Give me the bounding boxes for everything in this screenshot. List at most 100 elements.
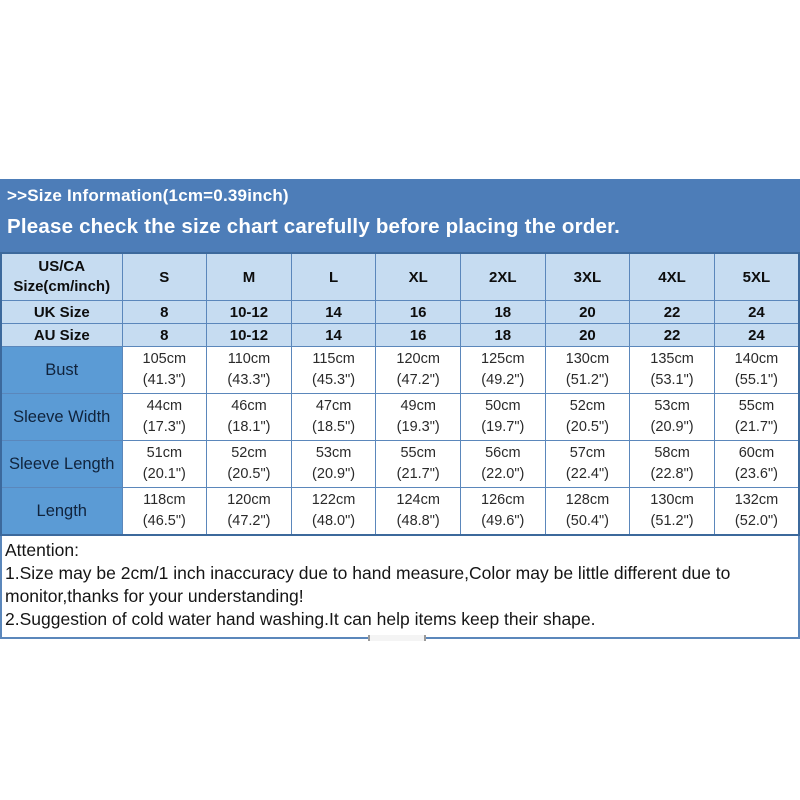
measurement-cell: 124cm (48.8")	[375, 487, 461, 536]
size-value-cell: 22	[629, 323, 715, 347]
attention-box: Attention: 1.Size may be 2cm/1 inch inac…	[0, 536, 800, 639]
attention-heading: Attention:	[5, 540, 79, 560]
cm-value: 122cm	[311, 492, 356, 508]
measurement-cell: 120cm (47.2")	[375, 346, 461, 394]
measurement-cell: 60cm (23.6")	[713, 440, 800, 488]
cm-value: 132cm	[734, 492, 779, 508]
measurement-cell: 135cm (53.1")	[629, 346, 715, 394]
measurement-cell: 53cm (20.9")	[290, 440, 377, 488]
cm-value: 130cm	[650, 492, 694, 508]
measurement-cell: 49cm (19.3")	[375, 393, 461, 441]
size-value-cell: 20	[544, 300, 631, 324]
size-value-cell: 20	[544, 323, 631, 347]
cm-value: 52cm	[569, 398, 606, 414]
cm-value: 130cm	[565, 351, 610, 367]
cm-value: 52cm	[231, 445, 267, 461]
size-value-cell: 24	[713, 300, 800, 324]
corner-header-cell: US/CA Size(cm/inch)	[0, 252, 123, 301]
inch-value: (20.9")	[650, 419, 694, 435]
measurement-cell: 52cm (20.5")	[544, 393, 631, 441]
size-value-cell: 24	[713, 323, 800, 347]
attention-note: 2.Suggestion of cold water hand washing.…	[5, 609, 596, 629]
row-label: Sleeve Length	[0, 440, 123, 488]
measurement-cell: 125cm (49.2")	[460, 346, 546, 394]
size-column-header: XL	[375, 252, 461, 301]
measurement-cell: 58cm (22.8")	[629, 440, 715, 488]
cm-value: 60cm	[738, 445, 775, 461]
cm-value: 46cm	[231, 398, 267, 414]
size-value-cell: 22	[629, 300, 715, 324]
inch-value: (45.3")	[312, 372, 356, 388]
measurement-cell: 55cm (21.7")	[375, 440, 461, 488]
cm-value: 53cm	[654, 398, 690, 414]
cm-value: 120cm	[396, 351, 440, 367]
measurement-cell: 47cm (18.5")	[290, 393, 377, 441]
cm-value: 135cm	[650, 351, 694, 367]
inch-value: (41.3")	[142, 372, 186, 388]
banner-subtitle: Please check the size chart carefully be…	[7, 215, 621, 238]
cm-value: 118cm	[143, 492, 186, 508]
cm-value: 56cm	[485, 445, 521, 461]
inch-value: (49.2")	[481, 372, 525, 388]
measurement-cell: 44cm (17.3")	[121, 393, 208, 441]
cm-value: 105cm	[142, 351, 187, 367]
inch-value: (18.1")	[227, 419, 271, 435]
inch-value: (52.0")	[734, 513, 778, 529]
cm-value: 47cm	[315, 398, 352, 414]
inch-value: (17.3")	[142, 419, 186, 435]
inch-value: (55.1")	[734, 372, 778, 388]
inch-value: (22.0")	[481, 466, 525, 482]
size-value-cell: 18	[460, 300, 546, 324]
inch-value: (51.2")	[650, 513, 694, 529]
measurement-cell: 115cm (45.3")	[290, 346, 377, 394]
measurement-cell: 56cm (22.0")	[460, 440, 546, 488]
cm-value: 110cm	[227, 351, 271, 367]
cm-value: 55cm	[400, 445, 436, 461]
measurement-cell: 130cm (51.2")	[629, 487, 715, 536]
size-value-cell: 10-12	[206, 323, 292, 347]
inch-value: (43.3")	[227, 372, 271, 388]
size-column-header: S	[121, 252, 208, 301]
measurement-cell: 46cm (18.1")	[206, 393, 292, 441]
row-label: Sleeve Width	[0, 393, 123, 441]
measurement-cell: 118cm (46.5")	[121, 487, 208, 536]
inch-value: (19.3")	[396, 419, 440, 435]
corner-line1: US/CA	[38, 258, 86, 275]
measurement-row: Bust 105cm (41.3") 110cm (43.3") 115cm (45.3")…	[0, 346, 800, 394]
size-value-cell: 8	[121, 323, 208, 347]
measurement-row: Sleeve Length 51cm (20.1") 52cm (20.5") 53cm (…	[0, 440, 800, 488]
inch-value: (48.0")	[312, 513, 356, 529]
cm-value: 128cm	[565, 492, 610, 508]
inch-value: (18.5")	[312, 419, 356, 435]
size-chart-sheet: >>Size Information(1cm=0.39inch) Please …	[0, 179, 800, 641]
inch-value: (22.4")	[565, 466, 609, 482]
measurement-cell: 57cm (22.4")	[544, 440, 631, 488]
size-value-cell: 10-12	[206, 300, 292, 324]
inch-value: (20.1")	[142, 466, 186, 482]
cm-value: 51cm	[146, 445, 183, 461]
size-table-header-row: US/CA Size(cm/inch) S M L XL 2XL 3XL 4XL 5XL	[0, 252, 800, 301]
cm-value: 124cm	[396, 492, 440, 508]
measurement-cell: 122cm (48.0")	[290, 487, 377, 536]
inch-value: (47.2")	[396, 372, 440, 388]
cm-value: 115cm	[312, 351, 355, 367]
size-column-header: 2XL	[460, 252, 546, 301]
cm-value: 126cm	[481, 492, 525, 508]
size-column-header: 5XL	[713, 252, 800, 301]
measurement-cell: 51cm (20.1")	[121, 440, 208, 488]
banner-title: >>Size Information(1cm=0.39inch)	[7, 186, 289, 205]
measurement-cell: 140cm (55.1")	[713, 346, 800, 394]
measurement-cell: 120cm (47.2")	[206, 487, 292, 536]
inch-value: (53.1")	[650, 372, 694, 388]
inch-value: (21.7")	[734, 419, 778, 435]
measurement-cell: 105cm (41.3")	[121, 346, 208, 394]
measurement-cell: 130cm (51.2")	[544, 346, 631, 394]
size-info-banner: >>Size Information(1cm=0.39inch) Please …	[0, 179, 800, 252]
measurement-cell: 50cm (19.7")	[460, 393, 546, 441]
cm-value: 125cm	[481, 351, 525, 367]
cm-value: 44cm	[146, 398, 183, 414]
measurement-cell: 128cm (50.4")	[544, 487, 631, 536]
size-value-cell: 18	[460, 323, 546, 347]
size-column-header: 3XL	[544, 252, 631, 301]
cm-value: 120cm	[227, 492, 271, 508]
